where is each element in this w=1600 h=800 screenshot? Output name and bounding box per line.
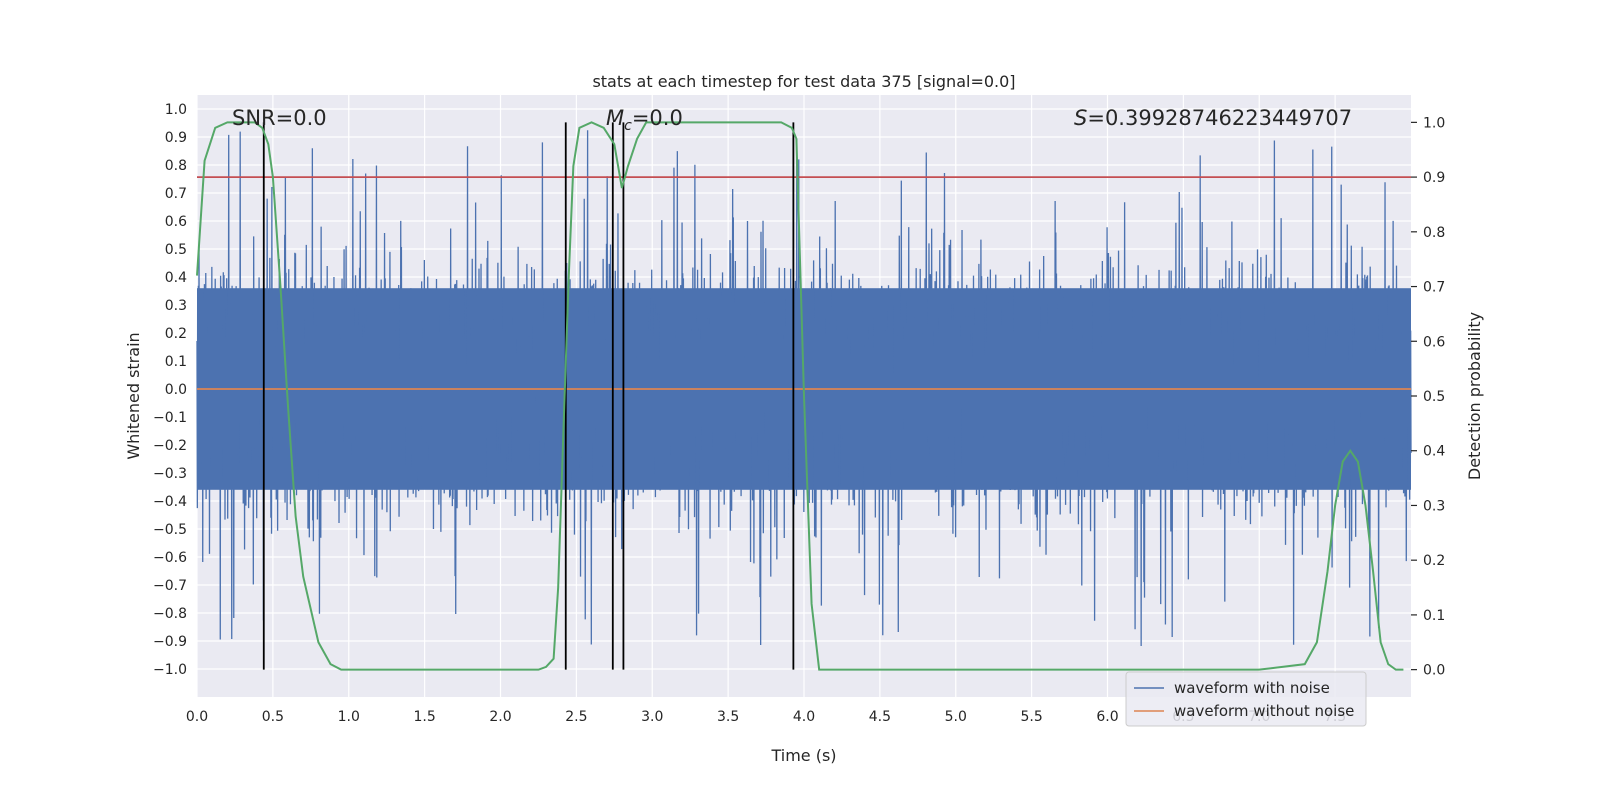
- x-axis-label: Time (s): [770, 746, 836, 765]
- score-symbol: S: [1074, 106, 1087, 130]
- y-right-tick-label: 0.7: [1423, 280, 1445, 296]
- score-value: =0.39928746223449707: [1087, 106, 1352, 130]
- y-tick-label: 0.9: [165, 130, 187, 146]
- y-tick-label: −0.8: [153, 606, 187, 622]
- chart-title: stats at each timestep for test data 375…: [592, 72, 1015, 91]
- x-tick-label: 0.0: [186, 709, 208, 725]
- y-tick-label: 0.8: [165, 158, 187, 174]
- y-right-tick-label: 1.0: [1423, 115, 1445, 131]
- x-tick-label: 5.5: [1020, 709, 1042, 725]
- y-tick-label: −0.3: [153, 466, 187, 482]
- y-tick-label: 0.2: [165, 326, 187, 342]
- detection-probability-line: [196, 121, 1404, 671]
- score-annotation: S=0.39928746223449707: [1074, 106, 1352, 130]
- y-right-tick-label: 0.3: [1423, 498, 1445, 514]
- chirp-mass-subscript: c: [624, 118, 632, 134]
- y-tick-label: −0.2: [153, 438, 187, 454]
- y-tick-label: 0.1: [165, 354, 187, 370]
- y-tick-label: 1.0: [165, 102, 187, 118]
- y-tick-label: 0.4: [165, 270, 187, 286]
- y-right-tick-label: 0.8: [1423, 225, 1445, 241]
- y-tick-label: −0.1: [153, 410, 187, 426]
- x-tick-label: 2.0: [489, 709, 511, 725]
- legend: waveform with noise waveform without noi…: [1125, 671, 1367, 727]
- x-tick-label: 1.0: [338, 709, 360, 725]
- y-axis-right-label: Detection probability: [1465, 312, 1484, 480]
- y-tick-label: 0.6: [165, 214, 187, 230]
- y-tick-label: −0.4: [153, 494, 187, 510]
- y-right-tick-label: 0.0: [1423, 663, 1445, 679]
- chirp-mass-symbol: M: [606, 106, 624, 130]
- y-right-tick-label: 0.1: [1423, 608, 1445, 624]
- overlay-lines: [196, 121, 1411, 671]
- legend-box: [1125, 671, 1367, 727]
- x-tick-label: 6.0: [1096, 709, 1118, 725]
- y-tick-label: −1.0: [153, 662, 187, 678]
- y-tick-label: −0.5: [153, 522, 187, 538]
- y-right-tick-label: 0.4: [1423, 444, 1445, 460]
- x-tick-label: 5.0: [945, 709, 967, 725]
- legend-label-noise: waveform with noise: [1174, 679, 1330, 697]
- snr-annotation: SNR=0.0: [232, 106, 327, 130]
- y-tick-label: 0.7: [165, 186, 187, 202]
- x-tick-label: 3.0: [641, 709, 663, 725]
- y-tick-label: −0.6: [153, 550, 187, 566]
- x-tick-label: 0.5: [262, 709, 284, 725]
- y-right-tick-label: 0.9: [1423, 170, 1445, 186]
- y-right-tick-label: 0.6: [1423, 334, 1445, 350]
- y-tick-label: −0.9: [153, 634, 187, 650]
- y-tick-label: 0.5: [165, 242, 187, 258]
- x-tick-label: 4.5: [869, 709, 891, 725]
- y-tick-label: 0.0: [165, 382, 187, 398]
- y-tick-label: 0.3: [165, 298, 187, 314]
- chirp-mass-annotation: Mc=0.0: [606, 106, 683, 134]
- chirp-mass-value: =0.0: [632, 106, 683, 130]
- y-right-tick-label: 0.5: [1423, 389, 1445, 405]
- noise-trace: [196, 130, 1412, 646]
- x-tick-label: 1.5: [413, 709, 435, 725]
- y-axis-label: Whitened strain: [124, 332, 143, 459]
- x-tick-label: 4.0: [793, 709, 815, 725]
- x-tick-label: 2.5: [565, 709, 587, 725]
- legend-label-clean: waveform without noise: [1174, 702, 1354, 720]
- x-tick-label: 3.5: [717, 709, 739, 725]
- y-tick-label: −0.7: [153, 578, 187, 594]
- y-right-tick-label: 0.2: [1423, 553, 1445, 569]
